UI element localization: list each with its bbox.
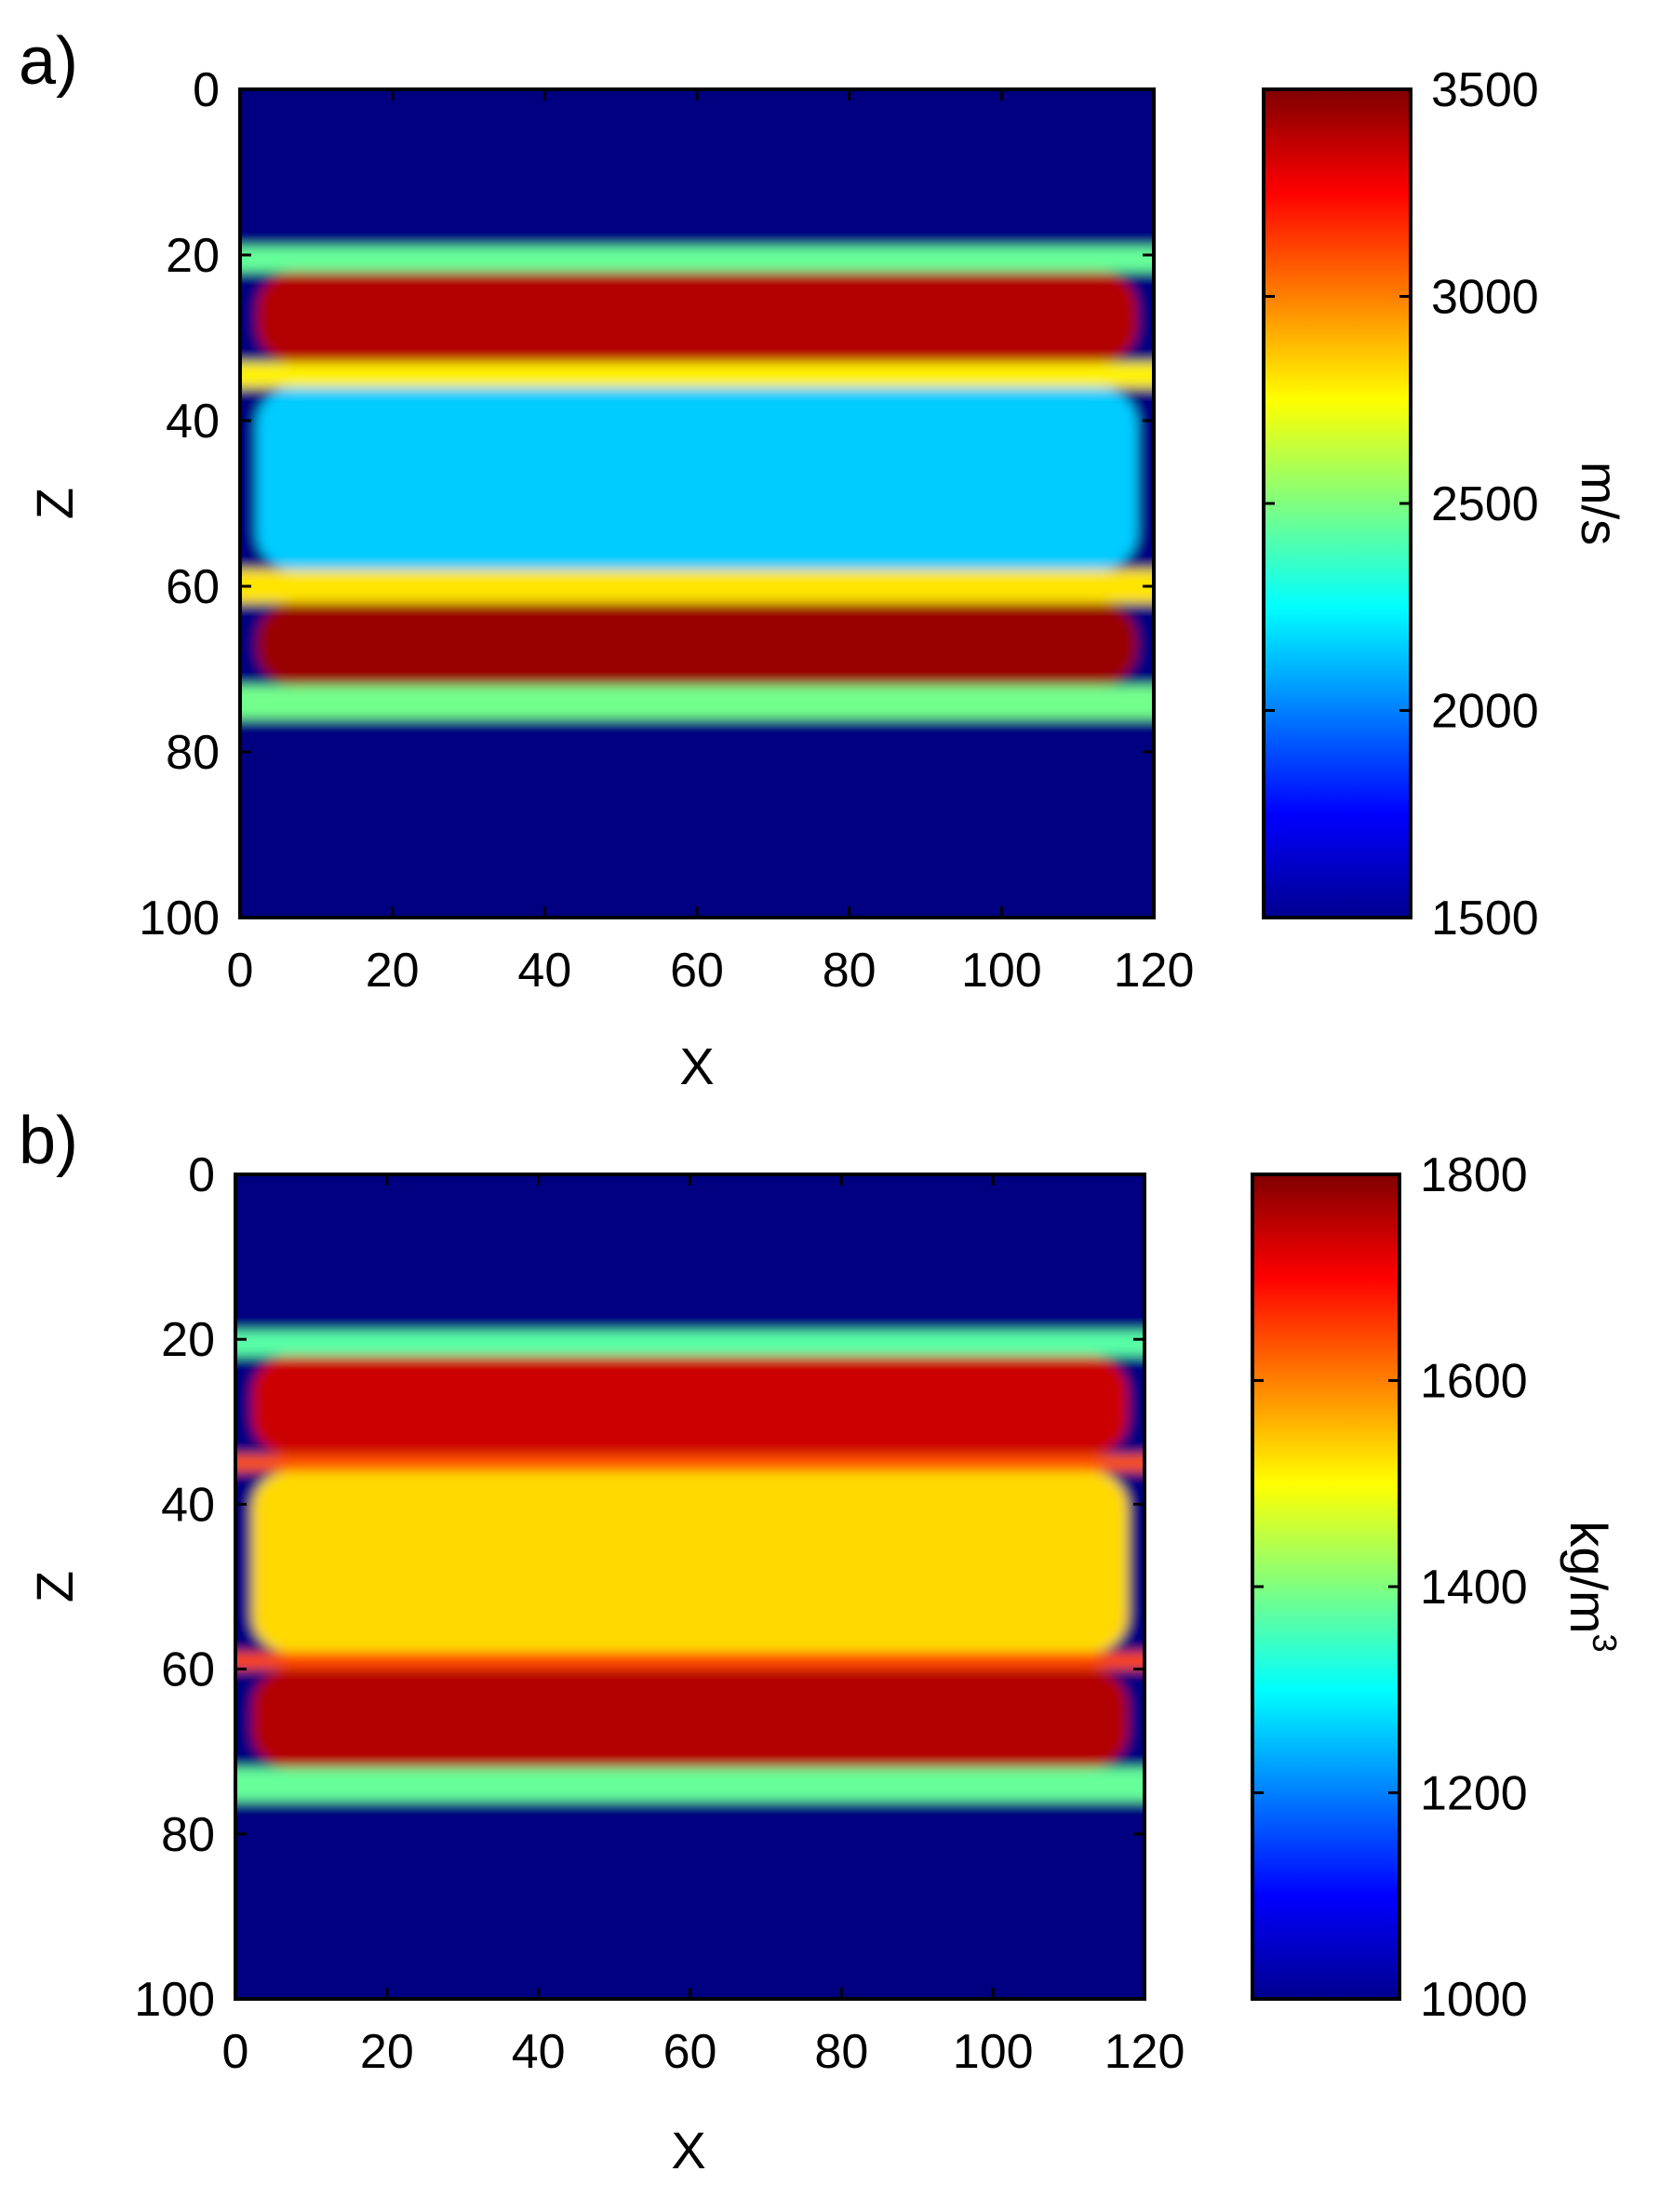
panel-label: b) — [19, 1104, 78, 1178]
x-tick-label: 80 — [814, 2025, 868, 2079]
heatmap-transition — [240, 247, 1154, 272]
panel-a: a) 0 20 40 60 80 100 120 0 20 40 60 80 100 X Z 1500 2… — [19, 24, 1629, 1095]
colorbar — [1262, 87, 1412, 919]
colorbar-tick-label: 3000 — [1431, 271, 1539, 325]
x-tick-label: 60 — [670, 944, 724, 998]
colorbar-tick-label: 1800 — [1420, 1148, 1528, 1202]
y-tick-label: 60 — [166, 560, 220, 614]
heatmap-transition — [235, 1331, 1145, 1356]
x-tick-label: 0 — [222, 2025, 249, 2079]
colorbar-tick-label: 1500 — [1431, 892, 1539, 945]
colorbar-tick-label: 3500 — [1431, 63, 1539, 117]
heatmap-layer — [252, 1669, 1128, 1768]
y-tick-label: 100 — [139, 892, 220, 945]
heatmap-layer — [252, 1355, 1128, 1455]
heatmap-layer — [240, 89, 1154, 248]
colorbar-label: kg/m3 — [1560, 1521, 1624, 1652]
heatmap-layer — [235, 1174, 1145, 1332]
y-tick-label: 0 — [193, 63, 220, 117]
heatmap-transition — [240, 362, 1154, 388]
axes-b: 0 20 40 60 80 100 120 0 20 40 60 80 100 — [134, 1148, 1185, 2079]
x-tick-label: 100 — [953, 2025, 1034, 2079]
y-axis-label: Z — [25, 1571, 84, 1602]
y-tick-label: 0 — [188, 1148, 215, 1202]
heatmap-layer — [257, 387, 1137, 570]
y-tick-label: 40 — [161, 1478, 215, 1532]
colorbar — [1251, 1173, 1401, 2001]
x-tick-label: 120 — [1104, 2025, 1185, 2079]
heatmap-layer — [235, 1801, 1145, 1999]
x-tick-label: 20 — [366, 944, 420, 998]
y-axis-label: Z — [25, 488, 84, 519]
heatmap-layer — [257, 271, 1137, 363]
heatmap-layer — [252, 1470, 1128, 1653]
y-tick-label: 80 — [161, 1808, 215, 1862]
colorbar-ticks: 1000 1200 1400 1600 1800 — [1252, 1148, 1528, 2027]
x-tick-label: 60 — [663, 2025, 717, 2079]
x-tick-label: 40 — [517, 944, 571, 998]
heatmap-layer — [257, 602, 1137, 686]
colorbar-tick-label: 1000 — [1420, 1973, 1528, 2027]
colorbar-ticks: 1500 2000 2500 3000 3500 — [1264, 63, 1539, 945]
heatmap-transition — [240, 570, 1154, 603]
heatmap-b — [235, 1174, 1145, 1999]
x-tick-label: 80 — [823, 944, 877, 998]
y-tick-label: 40 — [166, 395, 220, 449]
x-axis-label: X — [679, 1037, 714, 1095]
y-tick-label: 80 — [166, 726, 220, 780]
colorbar-tick-label: 1400 — [1420, 1561, 1528, 1615]
axes-a: 0 20 40 60 80 100 120 0 20 40 60 80 100 — [139, 63, 1194, 998]
heatmap-transition — [235, 1767, 1145, 1802]
y-tick-label: 100 — [134, 1973, 215, 2027]
colorbar-label: m/s — [1571, 462, 1629, 545]
heatmap-layer — [240, 718, 1154, 918]
heatmap-a — [240, 89, 1154, 918]
panel-label: a) — [19, 24, 78, 99]
colorbar-tick-label: 2000 — [1431, 685, 1539, 739]
x-tick-label: 120 — [1114, 944, 1195, 998]
heatmap-transition — [235, 1652, 1145, 1669]
colorbar-tick-label: 1200 — [1420, 1767, 1528, 1821]
x-tick-label: 100 — [961, 944, 1042, 998]
x-axis-label: X — [671, 2121, 705, 2179]
y-tick-label: 60 — [161, 1643, 215, 1697]
y-tick-label: 20 — [161, 1313, 215, 1367]
colorbar-tick-label: 2500 — [1431, 477, 1539, 531]
colorbar-tick-label: 1600 — [1420, 1355, 1528, 1409]
heatmap-transition — [240, 685, 1154, 719]
y-tick-label: 20 — [166, 229, 220, 283]
heatmap-transition — [235, 1455, 1145, 1471]
x-tick-label: 0 — [227, 944, 254, 998]
x-tick-label: 20 — [360, 2025, 414, 2079]
x-tick-label: 40 — [512, 2025, 566, 2079]
